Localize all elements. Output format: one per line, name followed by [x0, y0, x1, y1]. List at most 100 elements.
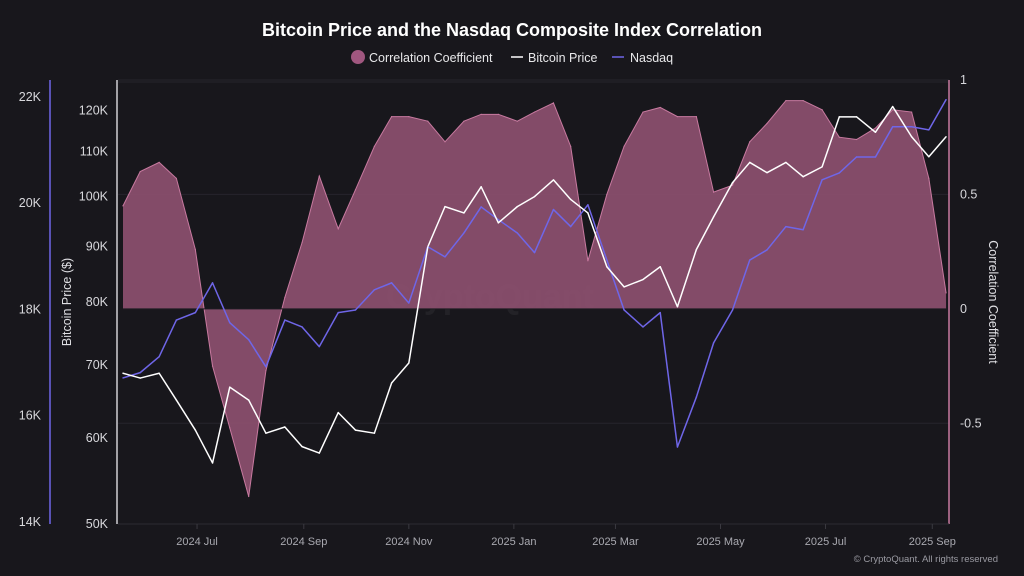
bitcoin-price-point [695, 248, 698, 251]
x-tick-label: 2025 Mar [592, 536, 639, 548]
correlation-point [408, 116, 410, 118]
nasdaq-point [480, 206, 482, 208]
nasdaq-point [749, 259, 751, 261]
bitcoin-price-point [373, 432, 376, 434]
bitcoin-price-point [265, 432, 267, 434]
nasdaq-point [821, 179, 823, 181]
correlation-point [158, 161, 160, 163]
correlation-point [570, 145, 572, 147]
correlation-point [337, 228, 339, 230]
bitcoin-price-point [731, 181, 734, 184]
nasdaq-point [945, 98, 947, 101]
bitcoin-price-point [821, 166, 823, 168]
bitcoin-price-point [712, 216, 715, 218]
nasdaq-point [606, 259, 608, 261]
correlation-point [211, 365, 214, 367]
btc-tick-label: 60K [86, 431, 109, 445]
nasdaq-tick-label: 16K [19, 409, 42, 423]
correlation-point [229, 427, 231, 429]
bitcoin-price-point [229, 386, 231, 388]
correlation-point [391, 116, 393, 118]
nasdaq-point [695, 396, 698, 398]
correlation-point [838, 136, 840, 138]
bitcoin-price-point [194, 429, 197, 431]
legend-label-correlation: Correlation Coefficient [369, 51, 493, 65]
bitcoin-price-point [676, 306, 679, 308]
nasdaq-point [552, 208, 555, 211]
x-tick-label: 2025 May [696, 536, 745, 548]
chart-title: Bitcoin Price and the Nasdaq Composite I… [262, 20, 762, 40]
correlation-tick-label: 0.5 [960, 187, 977, 201]
nasdaq-point [855, 156, 858, 158]
legend-item-correlation[interactable]: Correlation Coefficient [351, 50, 493, 65]
btc-tick-label: 110K [80, 145, 109, 159]
nasdaq-point [284, 319, 286, 321]
correlation-point [373, 145, 375, 147]
btc-tick-label: 50K [86, 517, 109, 531]
legend-item-bitcoin[interactable]: Bitcoin Price [511, 51, 598, 65]
bitcoin-price-point [785, 161, 787, 164]
nasdaq-point [891, 126, 894, 128]
correlation-point [766, 122, 768, 125]
bitcoin-price-point [480, 186, 482, 188]
correlation-point [642, 111, 644, 113]
nasdaq-point [910, 126, 913, 128]
correlation-point [318, 175, 320, 177]
x-tick-label: 2024 Sep [280, 536, 327, 548]
correlation-area-fill [123, 100, 947, 497]
correlation-point [676, 116, 679, 118]
nasdaq-point [569, 225, 572, 228]
nasdaq-point [158, 356, 160, 358]
nasdaq-point [463, 232, 465, 234]
nasdaq-point [802, 229, 804, 231]
bitcoin-price-point [642, 278, 644, 281]
x-tick-label: 2025 Sep [909, 536, 956, 548]
btc-tick-label: 100K [79, 190, 109, 204]
correlation-point [248, 495, 250, 498]
correlation-point [284, 296, 286, 299]
correlation-point [516, 120, 518, 122]
bitcoin-price-point [802, 176, 804, 178]
bitcoin-price-point [497, 222, 500, 224]
correlation-point [301, 241, 303, 244]
correlation-point [533, 111, 536, 113]
correlation-tick-label: -0.5 [960, 416, 982, 430]
bitcoin-price-point [928, 156, 930, 158]
x-tick-label: 2025 Jul [805, 536, 847, 548]
bitcoin-price-point [337, 411, 339, 414]
correlation-point [623, 145, 625, 147]
correlation-point [659, 106, 661, 109]
correlation-point [552, 102, 555, 104]
x-tick-label: 2025 Jan [491, 536, 536, 548]
bitcoin-price-point [211, 462, 214, 464]
bitcoin-price-point [301, 445, 303, 448]
correlation-point [911, 111, 913, 113]
bitcoin-price-point [855, 116, 858, 118]
bitcoin-price-point [354, 429, 357, 431]
correlation-point [695, 116, 697, 118]
nasdaq-point [874, 156, 877, 158]
bitcoin-price-point [659, 266, 661, 268]
btc-tick-label: 70K [86, 358, 109, 372]
bitcoin-price-point [318, 452, 320, 454]
nasdaq-point [516, 232, 519, 234]
nasdaq-point [301, 326, 303, 328]
bitcoin-price-point [749, 161, 751, 164]
correlation-axis-title: Correlation Coefficient [986, 240, 1000, 364]
bitcoin-price-point [444, 205, 446, 208]
nasdaq-point [337, 311, 339, 314]
bitcoin-price-point [623, 286, 625, 288]
legend: Correlation Coefficient Bitcoin Price Na… [351, 50, 673, 65]
correlation-point [354, 189, 357, 191]
nasdaq-point [928, 129, 930, 131]
bitcoin-price-point [910, 136, 913, 138]
nasdaq-point [712, 342, 715, 344]
legend-label-nasdaq: Nasdaq [630, 51, 673, 65]
bitcoin-price-point [390, 382, 393, 384]
legend-item-nasdaq[interactable]: Nasdaq [612, 51, 673, 65]
price-lines [122, 98, 947, 464]
correlation-point [265, 370, 267, 372]
bitcoin-price-point [838, 116, 840, 118]
nasdaq-tick-label: 14K [19, 515, 42, 529]
